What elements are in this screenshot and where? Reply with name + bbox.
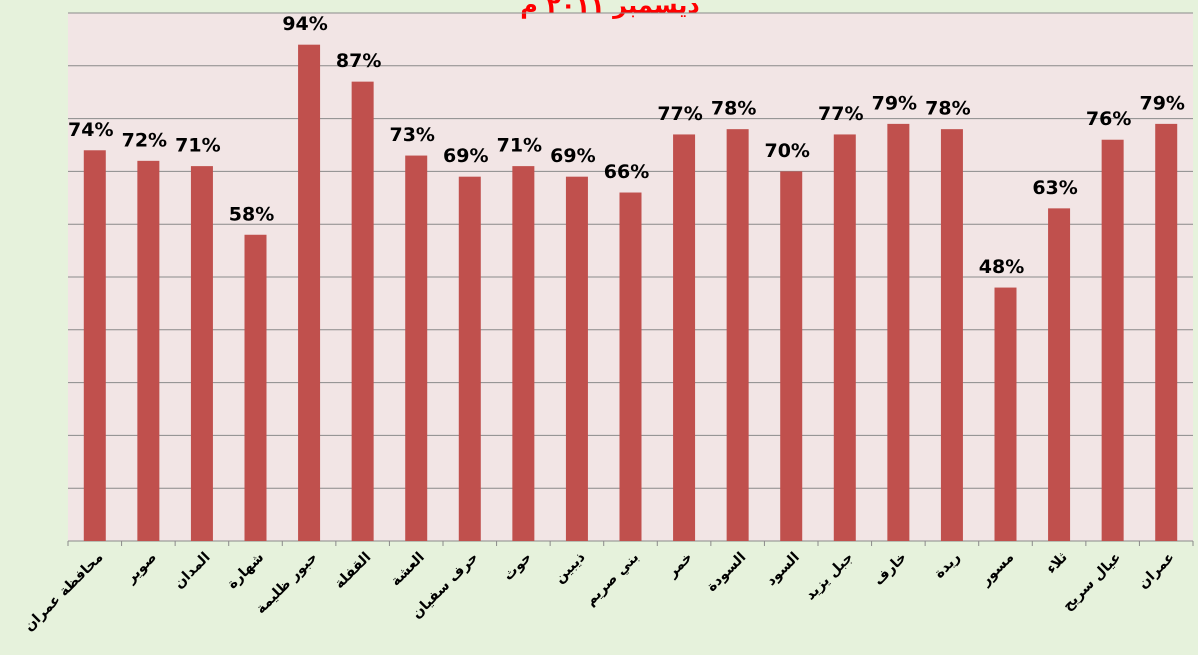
value-label: 78% (711, 98, 756, 120)
bar (137, 160, 160, 541)
value-label: 69% (550, 145, 595, 167)
value-label: 63% (1032, 177, 1077, 199)
bar (190, 166, 213, 541)
value-label: 78% (925, 98, 970, 120)
value-label: 74% (68, 119, 113, 141)
value-label: 71% (497, 135, 542, 157)
x-tick-label: العشة (388, 549, 428, 589)
value-label: 87% (336, 50, 381, 72)
bar (673, 134, 696, 541)
bar (298, 44, 321, 542)
value-label: 73% (389, 124, 434, 146)
value-label: 77% (818, 103, 863, 125)
bar (1048, 208, 1071, 542)
bar (512, 166, 535, 541)
value-label: 48% (979, 256, 1024, 278)
bar (994, 287, 1017, 541)
value-label: 76% (1086, 108, 1131, 130)
x-tick-label: المدان (171, 549, 214, 592)
bar (887, 123, 910, 541)
bar (244, 234, 267, 541)
x-tick-label: ريدة (931, 549, 963, 581)
bar (405, 155, 428, 541)
x-tick-label: ثلاء (1043, 549, 1071, 577)
bar (1101, 139, 1124, 541)
x-tick-label: مسور (977, 549, 1017, 589)
value-label: 94% (282, 13, 327, 35)
value-label: 77% (657, 103, 702, 125)
value-label: 79% (1139, 92, 1184, 114)
x-tick-label: صوير (122, 549, 160, 587)
bar (619, 192, 642, 541)
bar (726, 129, 749, 541)
value-label: 70% (764, 140, 809, 162)
value-label: 58% (229, 203, 274, 225)
chart-title: ديسمبر ٢٠١١ م (520, 0, 699, 19)
bar (351, 81, 374, 541)
x-tick-label: محافظة عمران (21, 549, 106, 634)
bar (780, 171, 803, 541)
bar (83, 150, 106, 541)
value-label: 72% (122, 129, 167, 151)
x-tick-label: ذيبين (551, 549, 588, 586)
x-tick-label: جبل يزيد (802, 549, 856, 603)
x-tick-label: السودة (704, 549, 750, 595)
x-tick-label: عمران (1135, 549, 1178, 592)
value-label: 71% (175, 135, 220, 157)
x-tick-label: خمر (664, 549, 696, 581)
value-label: 69% (443, 145, 488, 167)
x-tick-label: حوث (500, 549, 535, 584)
bar (940, 129, 963, 541)
bar (1155, 123, 1178, 541)
x-tick-label: القفلة (332, 549, 375, 592)
value-label: 79% (872, 92, 917, 114)
x-tick-label: شهارة (224, 549, 267, 592)
bar (458, 176, 481, 541)
x-tick-label: بني صريم (582, 549, 642, 609)
bar (833, 134, 856, 541)
bar (565, 176, 588, 541)
x-tick-label: خارف (871, 549, 910, 588)
x-tick-label: السود (763, 549, 803, 589)
x-tick-label: عيال سريح (1060, 549, 1125, 614)
value-label: 66% (604, 161, 649, 183)
